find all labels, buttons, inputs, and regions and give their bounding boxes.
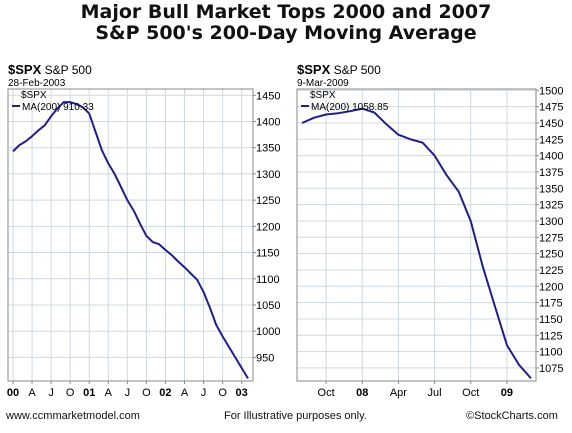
left-ma200-line: [12, 101, 249, 379]
right-y-tick-label: 1125: [539, 330, 563, 342]
chart-subtitle: S&P 500's 200-Day Moving Average: [95, 22, 477, 44]
right-symbol-name: S&P 500: [333, 63, 381, 77]
right-y-tick-label: 1275: [539, 232, 563, 244]
right-x-tick-label: 08: [356, 387, 368, 399]
left-x-tick-label: O: [66, 387, 75, 399]
left-legend-symbol: $SPX: [21, 90, 47, 101]
left-y-tick-label: 1300: [256, 169, 280, 181]
left-y-tick-label: 1000: [256, 326, 280, 338]
left-x-tick-label: J: [201, 387, 207, 399]
left-legend-ma: MA(200) 910.33: [22, 102, 94, 113]
left-x-tick-label: O: [142, 387, 151, 399]
right-y-tick-label: 1075: [539, 363, 563, 375]
right-y-tick-label: 1450: [539, 118, 563, 130]
right-y-tick-label: 1325: [539, 200, 563, 212]
right-y-tick-label: 1350: [539, 183, 563, 195]
right-legend-symbol: $SPX: [310, 90, 336, 101]
left-x-tick-label: A: [28, 387, 36, 399]
footer-disclaimer: For Illustrative purposes only.: [224, 410, 367, 422]
left-symbol-name: S&P 500: [44, 63, 92, 77]
left-y-tick-label: 1400: [256, 117, 280, 129]
right-x-tick-label: Apr: [390, 387, 407, 399]
left-plot-frame: [7, 88, 254, 382]
right-x-tick-label: Oct: [318, 387, 335, 399]
right-plot-frame: [296, 88, 537, 382]
right-y-tick-label: 1425: [539, 134, 563, 146]
right-date: 9-Mar-2009: [297, 78, 349, 89]
right-y-tick-label: 1300: [539, 216, 563, 228]
left-y-tick-label: 950: [256, 352, 274, 364]
right-legend-ma: MA(200) 1058.85: [311, 102, 389, 113]
left-y-tick-label: 1050: [256, 300, 280, 312]
left-y-tick-label: 1450: [256, 90, 280, 102]
right-x-tick-label: Jul: [428, 387, 442, 399]
left-y-tick-label: 1250: [256, 195, 280, 207]
left-x-tick-label: 00: [7, 387, 19, 399]
right-symbol: $SPX: [297, 62, 331, 77]
chart-title: Major Bull Market Tops 2000 and 2007: [80, 1, 492, 23]
right-y-tick-label: 1200: [539, 281, 563, 293]
left-x-tick-label: J: [48, 387, 54, 399]
footer-website: www.ccmmarketmodel.com: [6, 410, 140, 422]
left-x-tick-label: 02: [159, 387, 171, 399]
left-symbol-label: $SPX S&P 500: [8, 62, 92, 77]
right-y-tick-label: 1150: [539, 314, 563, 326]
right-symbol-label: $SPX S&P 500: [297, 62, 381, 77]
right-y-tick-label: 1400: [539, 151, 563, 163]
right-y-tick-label: 1250: [539, 249, 563, 261]
right-y-tick-label: 1500: [539, 85, 563, 97]
left-x-tick-label: A: [105, 387, 113, 399]
left-x-tick-label: J: [125, 387, 131, 399]
right-y-tick-label: 1100: [539, 347, 563, 359]
left-x-tick-label: A: [181, 387, 189, 399]
left-x-tick-label: 03: [236, 387, 248, 399]
left-date: 28-Feb-2003: [8, 78, 66, 89]
right-x-tick-label: 09: [501, 387, 513, 399]
left-symbol: $SPX: [8, 62, 42, 77]
footer-copyright: ©StockCharts.com: [466, 410, 558, 422]
left-y-tick-label: 1200: [256, 221, 280, 233]
left-y-tick-label: 1150: [256, 248, 280, 260]
right-ma200-line: [301, 107, 532, 380]
left-y-tick-label: 1100: [256, 274, 280, 286]
left-y-tick-label: 1350: [256, 143, 280, 155]
right-x-tick-label: Oct: [462, 387, 479, 399]
left-x-tick-label: 01: [83, 387, 95, 399]
right-y-tick-label: 1475: [539, 102, 563, 114]
right-y-tick-label: 1175: [539, 298, 563, 310]
right-y-tick-label: 1225: [539, 265, 563, 277]
right-y-tick-label: 1375: [539, 167, 563, 179]
left-x-tick-label: O: [218, 387, 227, 399]
